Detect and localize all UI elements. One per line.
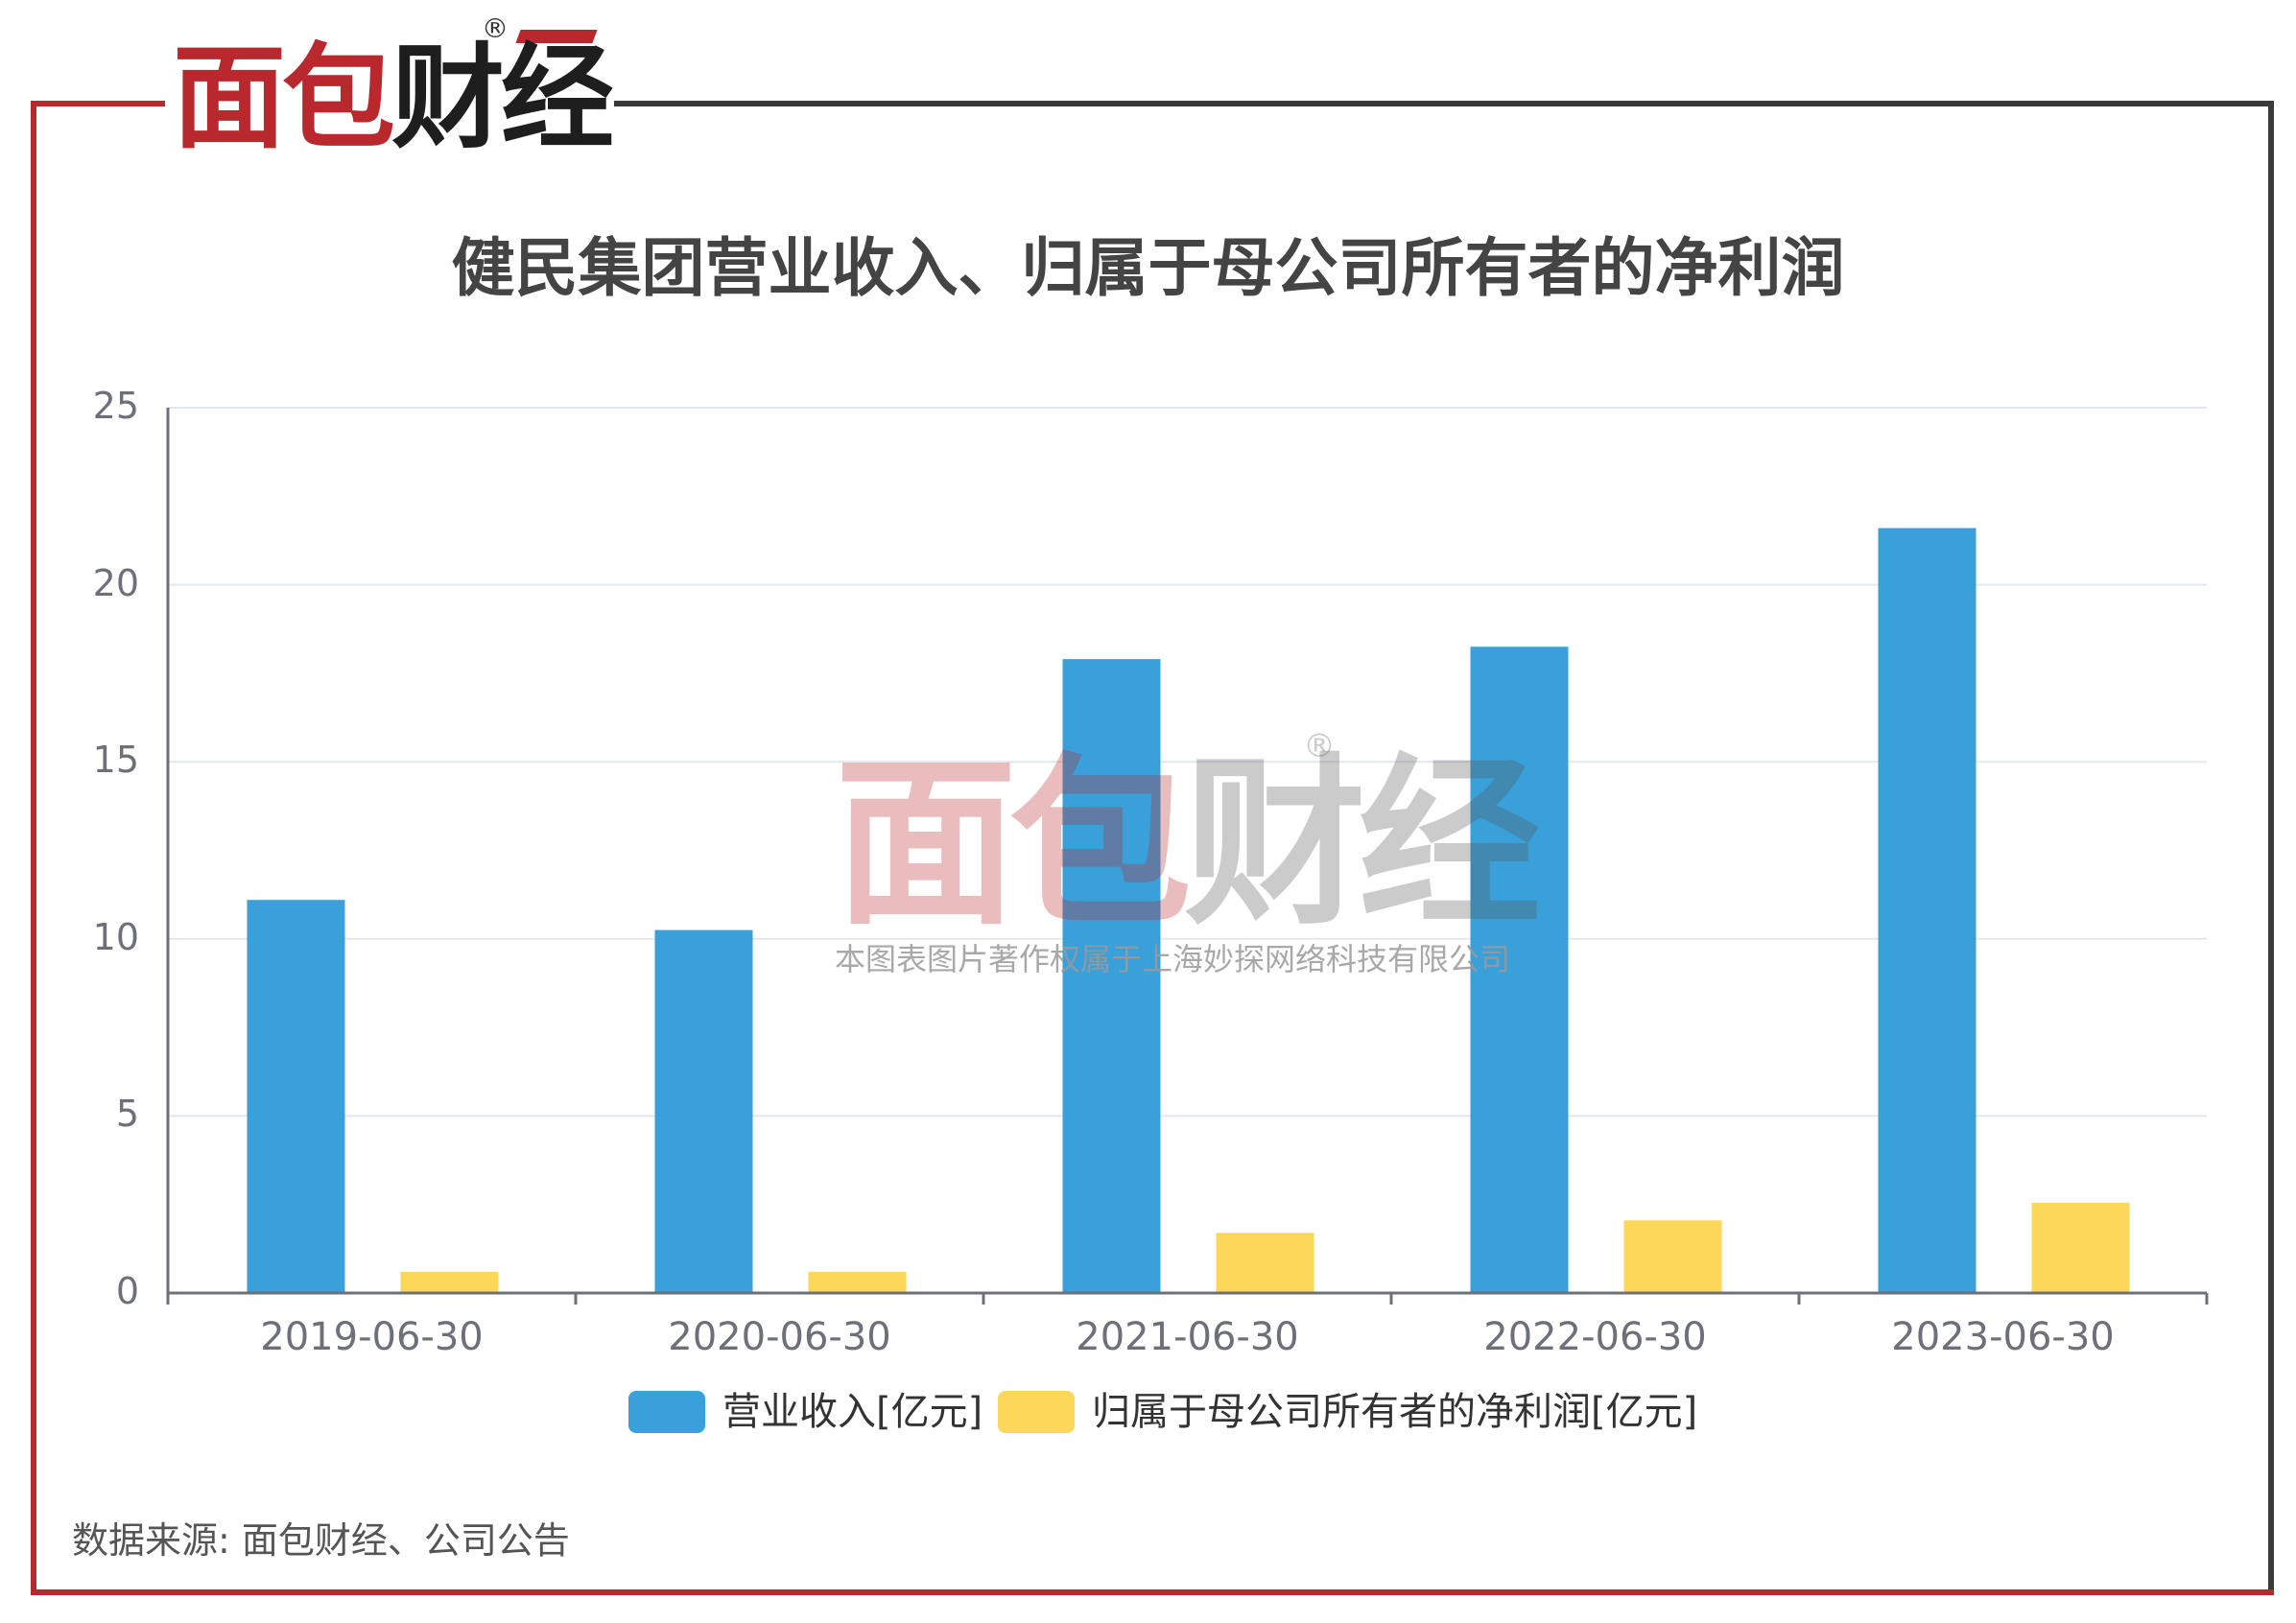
bar-net-profit [2031,1202,2130,1293]
y-tick-label: 5 [115,1093,139,1136]
logo-part-1: 面包 [173,32,395,164]
bar-net-profit [400,1271,499,1293]
bar-revenue [654,929,753,1293]
y-tick-label: 20 [92,561,139,604]
frame-top-border-dark [614,101,2274,106]
x-tick-label: 2021-06-30 [1076,1315,1299,1359]
chart-title: 健民集团营业收入、归属于母公司所有者的净利润 [451,231,1845,305]
bar-revenue [247,900,345,1293]
registered-mark: ® [482,12,509,44]
bar-net-profit [808,1271,907,1293]
x-tick-label: 2020-06-30 [668,1315,891,1359]
legend-label-net-profit: 归属于母公司所有者的净利润[亿元] [1092,1390,1698,1434]
y-tick-label: 10 [92,915,139,958]
x-tick-label: 2022-06-30 [1483,1315,1707,1359]
x-tick-label: 2019-06-30 [260,1315,484,1359]
y-tick-label: 15 [92,739,139,782]
axes [166,408,2209,1305]
legend-swatch-net-profit [998,1391,1075,1433]
logo-part-2: 财经 [391,32,614,164]
frame-bottom-border [31,1589,2274,1595]
brand-logo: ® 面包财经 [173,14,614,168]
frame-left-border [31,101,36,1595]
y-tick-label: 0 [115,1270,139,1312]
legend-label-revenue: 营业收入[亿元] [722,1390,983,1434]
bar-net-profit [1216,1233,1314,1293]
frame-right-border [2268,101,2274,1595]
y-tick-label: 25 [92,385,139,427]
bars [247,528,2130,1293]
logo-wordmark: 面包财经 [173,35,614,160]
bar-net-profit [1623,1220,1722,1293]
frame-top-border-red [31,101,165,106]
legend-swatch-revenue [628,1391,705,1433]
x-tick-label: 2023-06-30 [1891,1315,2115,1359]
gridlines [168,407,2207,1117]
bar-revenue [1470,647,1569,1293]
source-note: 数据来源: 面包财经、公司公告 [72,1519,570,1562]
bar-revenue [1062,659,1161,1293]
bar-revenue [1878,528,1976,1293]
